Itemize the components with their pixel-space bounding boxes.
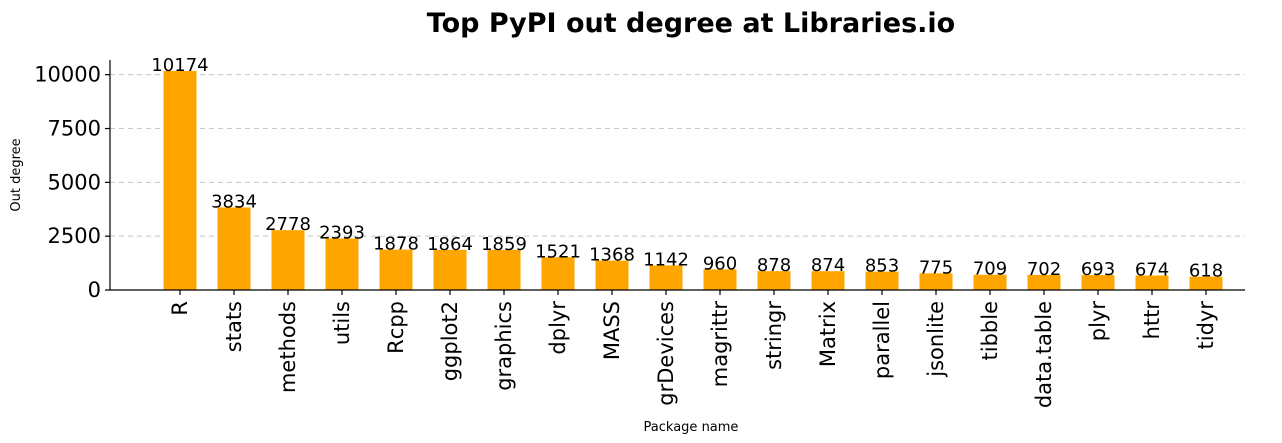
bar-plyr	[1081, 275, 1115, 290]
bar-tidyr	[1189, 276, 1223, 290]
data-label: 960	[703, 253, 737, 274]
x-tick-label: tidyr	[1194, 301, 1218, 350]
x-tick-label: Rcpp	[384, 301, 408, 354]
x-tick-label: httr	[1140, 301, 1164, 340]
data-label: 1864	[427, 234, 473, 255]
bar-grdevices	[649, 265, 683, 290]
data-label: 878	[757, 255, 791, 276]
data-label: 674	[1135, 259, 1169, 280]
x-tick-label: data.table	[1032, 301, 1056, 408]
bar-mass	[595, 260, 629, 290]
data-label: 1368	[589, 245, 635, 266]
x-tick-label: stats	[222, 301, 246, 352]
x-tick-label: Matrix	[816, 301, 840, 367]
y-tick-label: 0	[88, 278, 101, 302]
data-label: 702	[1027, 259, 1061, 280]
data-label: 3834	[211, 191, 257, 212]
bar-tibble	[973, 274, 1007, 290]
x-tick-label: grDevices	[654, 301, 678, 406]
y-gridlines	[110, 74, 1245, 237]
x-tick-label: graphics	[492, 301, 516, 391]
data-label: 775	[919, 257, 953, 278]
bar-stringr	[757, 271, 791, 290]
data-label: 10174	[151, 55, 208, 76]
data-label: 2778	[265, 214, 311, 235]
data-label: 853	[865, 256, 899, 277]
y-tick-label: 2500	[48, 224, 101, 248]
chart-title: Top PyPI out degree at Libraries.io	[427, 8, 955, 39]
bar-ggplot2	[433, 249, 467, 290]
x-tick-label: jsonlite	[924, 301, 948, 378]
bar-matrix	[811, 271, 845, 290]
data-label: 1521	[535, 241, 581, 262]
y-axis-label: Out degree	[9, 138, 24, 211]
bar-magrittr	[703, 269, 737, 290]
bar-methods	[271, 230, 305, 290]
bar-httr	[1135, 275, 1169, 290]
x-tick-label: stringr	[762, 301, 786, 370]
bar-utils	[325, 238, 359, 290]
x-tick-label: plyr	[1086, 301, 1110, 342]
bar-jsonlite	[919, 273, 953, 290]
bar-graphics	[487, 249, 521, 290]
x-tick-label: utils	[330, 301, 354, 345]
y-tick-label: 10000	[34, 63, 101, 87]
data-label: 1859	[481, 234, 527, 255]
data-labels: 10174 3834 2778 2393 1878 1864 1859 1521 1368 114…	[151, 55, 1223, 282]
x-tick-label: MASS	[600, 301, 624, 360]
bar-r	[163, 70, 197, 291]
data-label: 2393	[319, 222, 365, 243]
data-label: 874	[811, 255, 845, 276]
bar-data-table	[1027, 274, 1061, 290]
data-label: 709	[973, 259, 1007, 280]
data-label: 1878	[373, 234, 419, 255]
data-label: 693	[1081, 259, 1115, 280]
x-tick-label: ggplot2	[438, 301, 462, 381]
y-ticks: 0 2500 5000 7500 10000	[34, 63, 110, 302]
bar-parallel	[865, 271, 899, 290]
x-tick-label: methods	[276, 301, 300, 393]
y-tick-label: 7500	[48, 117, 101, 141]
x-tick-label: dplyr	[546, 301, 570, 355]
y-tick-label: 5000	[48, 170, 101, 194]
bar-stats	[217, 207, 251, 290]
bar-rcpp	[379, 249, 413, 290]
x-tick-label: parallel	[870, 301, 894, 379]
x-axis-label: Package name	[644, 420, 739, 435]
bars	[163, 70, 1223, 291]
data-label: 618	[1189, 261, 1223, 282]
data-label: 1142	[643, 249, 689, 270]
x-tick-label: magrittr	[708, 301, 732, 388]
x-tick-label: R	[168, 301, 192, 316]
x-tick-label: tibble	[978, 301, 1002, 360]
bar-dplyr	[541, 257, 575, 290]
